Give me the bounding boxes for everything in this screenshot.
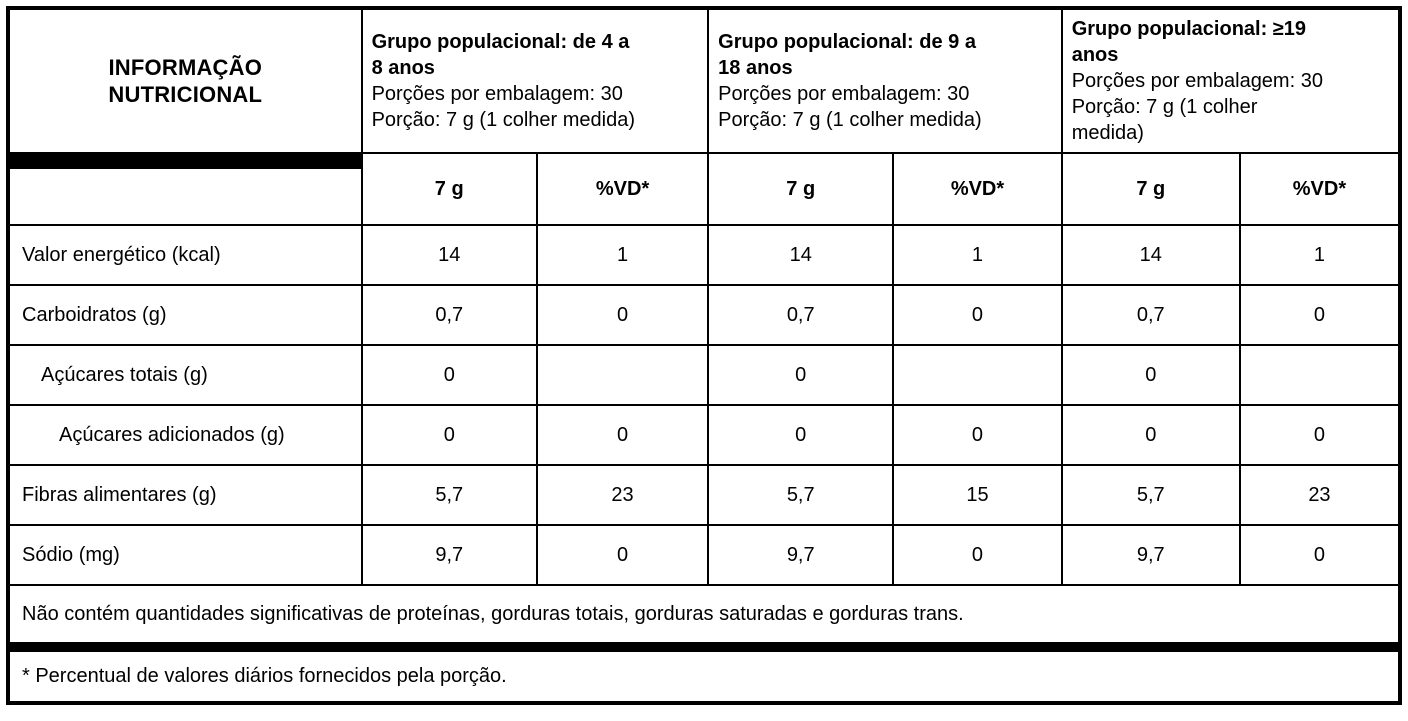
footnote-no-significant-row: Não contém quantidades significativas de… [7, 584, 1401, 648]
value-cell: 0 [535, 284, 710, 346]
value-cell: 1 [1238, 224, 1402, 286]
value-cell: 0 [892, 404, 1063, 466]
value-cell [535, 344, 710, 406]
value-cell: 5,7 [1060, 464, 1241, 526]
header-row: INFORMAÇÃO NUTRICIONAL Grupo populaciona… [7, 7, 1402, 154]
col-header-dv-3: %VD* [1238, 152, 1402, 226]
value-cell: 0 [1238, 284, 1402, 346]
value-cell: 0 [892, 524, 1063, 586]
value-cell: 23 [535, 464, 710, 526]
table-title-line2: NUTRICIONAL [108, 82, 263, 107]
value-cell: 0 [360, 344, 538, 406]
row-label: Valor energético (kcal) [7, 224, 363, 286]
subheader-row: 7 g %VD* 7 g %VD* 7 g %VD* [7, 152, 1402, 226]
value-cell: 0,7 [1060, 284, 1241, 346]
value-cell: 9,7 [1060, 524, 1241, 586]
row-label: Fibras alimentares (g) [7, 464, 363, 526]
value-cell: 0 [360, 404, 538, 466]
black-bar [9, 155, 360, 169]
value-cell: 0 [1060, 344, 1241, 406]
value-cell [1238, 344, 1402, 406]
col-header-amount-2: 7 g [707, 152, 895, 226]
table-row-acucares-totais: Açúcares totais (g) 0 0 0 [7, 344, 1402, 406]
footnote-dv-note: * Percentual de valores diários fornecid… [7, 642, 1401, 704]
value-cell: 0,7 [360, 284, 538, 346]
group-servings: Porções por embalagem: 30 [1071, 70, 1323, 92]
col-header-dv-1: %VD* [535, 152, 710, 226]
value-cell: 15 [892, 464, 1063, 526]
nutrition-table: INFORMAÇÃO NUTRICIONAL Grupo populaciona… [6, 6, 1402, 705]
row-label: Sódio (mg) [7, 524, 363, 586]
title-black-bar-cell [7, 152, 363, 226]
table-row-valor-energetico: Valor energético (kcal) 14 1 14 1 14 1 [7, 224, 1402, 286]
value-cell: 0 [707, 344, 895, 406]
value-cell: 14 [1060, 224, 1241, 286]
value-cell: 0 [707, 404, 895, 466]
col-header-amount-1: 7 g [360, 152, 538, 226]
value-cell: 14 [360, 224, 538, 286]
row-label: Açúcares adicionados (g) [7, 404, 363, 466]
group-portion: Porção: 7 g (1 colher medida) [1071, 96, 1258, 144]
value-cell: 5,7 [707, 464, 895, 526]
value-cell: 1 [535, 224, 710, 286]
group-title: Grupo populacional: de 4 a 8 anos [371, 31, 630, 79]
group-portion: Porção: 7 g (1 colher medida) [718, 109, 982, 131]
value-cell: 14 [707, 224, 895, 286]
value-cell: 23 [1238, 464, 1402, 526]
group-header-19-anos: Grupo populacional: ≥19 anos Porções por… [1060, 7, 1402, 154]
group-title: Grupo populacional: ≥19 anos [1071, 18, 1307, 66]
group-servings: Porções por embalagem: 30 [371, 83, 623, 105]
group-header-9-18-anos: Grupo populacional: de 9 a 18 anos Porçõ… [707, 7, 1063, 154]
group-servings: Porções por embalagem: 30 [718, 83, 970, 105]
value-cell: 0 [1238, 404, 1402, 466]
footnote-no-significant: Não contém quantidades significativas de… [7, 584, 1401, 648]
value-cell: 0 [535, 404, 710, 466]
value-cell: 1 [892, 224, 1063, 286]
row-label: Açúcares totais (g) [7, 344, 363, 406]
value-cell: 0 [1238, 524, 1402, 586]
value-cell: 0 [1060, 404, 1241, 466]
value-cell [892, 344, 1063, 406]
table-row-carboidratos: Carboidratos (g) 0,7 0 0,7 0 0,7 0 [7, 284, 1402, 346]
value-cell: 9,7 [707, 524, 895, 586]
col-header-amount-3: 7 g [1060, 152, 1241, 226]
table-row-sodio: Sódio (mg) 9,7 0 9,7 0 9,7 0 [7, 524, 1402, 586]
row-label: Carboidratos (g) [7, 284, 363, 346]
table-title-cell: INFORMAÇÃO NUTRICIONAL [7, 7, 363, 154]
value-cell: 9,7 [360, 524, 538, 586]
group-title: Grupo populacional: de 9 a 18 anos [718, 31, 976, 79]
table-row-acucares-adicionados: Açúcares adicionados (g) 0 0 0 0 0 0 [7, 404, 1402, 466]
group-header-4-8-anos: Grupo populacional: de 4 a 8 anos Porçõe… [360, 7, 710, 154]
footnote-dv-row: * Percentual de valores diários fornecid… [7, 642, 1401, 704]
value-cell: 0 [535, 524, 710, 586]
value-cell: 0 [892, 284, 1063, 346]
table-row-fibras: Fibras alimentares (g) 5,7 23 5,7 15 5,7… [7, 464, 1402, 526]
value-cell: 5,7 [360, 464, 538, 526]
value-cell: 0,7 [707, 284, 895, 346]
group-portion: Porção: 7 g (1 colher medida) [371, 109, 636, 131]
table-title-line1: INFORMAÇÃO [108, 55, 263, 80]
col-header-dv-2: %VD* [892, 152, 1063, 226]
